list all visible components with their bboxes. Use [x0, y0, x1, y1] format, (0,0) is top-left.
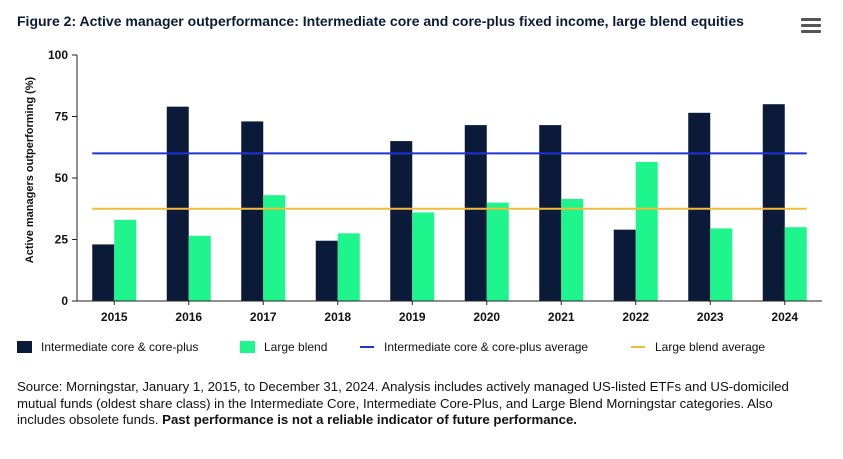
x-axis: 2015 2016 2017 2018 2019 2020 2021 2022 2023 2024: [77, 300, 822, 324]
x-tick-label: 2017: [250, 310, 277, 324]
legend-item-large-blend-average[interactable]: Large blend average: [631, 340, 765, 354]
reference-lines: [92, 152, 807, 210]
bar-intermediate-2023[interactable]: [688, 112, 711, 301]
source-text: Source: Morningstar, January 1, 2015, to…: [17, 379, 789, 427]
bar-intermediate-2022[interactable]: [613, 229, 636, 301]
legend-swatch-large-blend: [240, 341, 255, 353]
bar-large-blend-2023[interactable]: [710, 228, 733, 301]
bar-intermediate-2018[interactable]: [315, 240, 338, 301]
y-tick-label: 100: [48, 48, 68, 62]
chart-title: Figure 2: Active manager outperformance:…: [17, 13, 744, 29]
bar-intermediate-2016[interactable]: [166, 106, 189, 301]
legend-label-intermediate: Intermediate core & core-plus: [41, 340, 199, 354]
bar-large-blend-2018[interactable]: [337, 233, 360, 301]
x-tick-label: 2024: [771, 310, 798, 324]
legend-swatch-intermediate: [17, 341, 32, 353]
bar-large-blend-2019[interactable]: [412, 212, 435, 301]
legend-label-large-blend: Large blend: [264, 340, 328, 354]
x-tick-label: 2021: [548, 310, 575, 324]
bar-large-blend-2021[interactable]: [561, 198, 584, 301]
y-axis: 0 25 50 75 100: [48, 48, 78, 308]
x-tick-label: 2020: [473, 310, 500, 324]
chart-legend: Intermediate core & core-plus Large blen…: [17, 340, 827, 356]
bar-intermediate-2024[interactable]: [762, 104, 785, 301]
source-note: Source: Morningstar, January 1, 2015, to…: [17, 379, 807, 429]
legend-label-intermediate-average: Intermediate core & core-plus average: [384, 340, 589, 354]
bar-large-blend-2022[interactable]: [635, 162, 658, 301]
bar-large-blend-2016[interactable]: [188, 235, 211, 301]
legend-line-intermediate-average: [360, 346, 374, 348]
bar-intermediate-2021[interactable]: [539, 125, 562, 301]
bar-large-blend-2020[interactable]: [486, 202, 509, 301]
legend-item-large-blend[interactable]: Large blend: [240, 340, 327, 354]
x-tick-label: 2018: [324, 310, 351, 324]
legend-label-large-blend-average: Large blend average: [655, 340, 766, 354]
x-tick-label: 2016: [175, 310, 202, 324]
bar-intermediate-2017[interactable]: [241, 121, 264, 301]
x-tick-label: 2015: [101, 310, 128, 324]
x-tick-label: 2023: [697, 310, 724, 324]
bar-large-blend-2024[interactable]: [784, 227, 807, 301]
y-tick-label: 50: [55, 171, 69, 185]
bar-intermediate-2015[interactable]: [92, 244, 115, 301]
bar-large-blend-2017[interactable]: [263, 195, 286, 301]
x-tick-label: 2019: [399, 310, 426, 324]
y-axis-label: Active managers outperforming (%): [24, 76, 36, 263]
y-tick-label: 25: [55, 233, 69, 247]
bar-large-blend-2015[interactable]: [114, 219, 137, 301]
legend-item-intermediate-average[interactable]: Intermediate core & core-plus average: [360, 340, 588, 354]
bars: [92, 104, 807, 301]
bar-intermediate-2019[interactable]: [390, 141, 413, 301]
disclaimer-text: Past performance is not a reliable indic…: [162, 412, 577, 427]
legend-line-large-blend-average: [631, 346, 645, 348]
legend-item-intermediate[interactable]: Intermediate core & core-plus: [17, 340, 198, 354]
bar-intermediate-2020[interactable]: [464, 125, 487, 301]
y-tick-label: 0: [61, 294, 68, 308]
y-tick-label: 75: [55, 110, 69, 124]
hamburger-menu-icon[interactable]: [801, 18, 821, 36]
x-tick-label: 2022: [622, 310, 649, 324]
